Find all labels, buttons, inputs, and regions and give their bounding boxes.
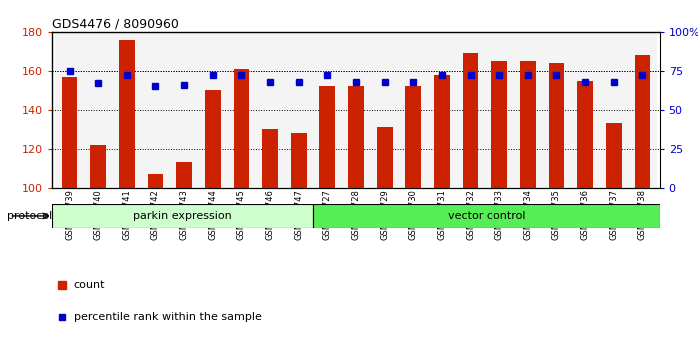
- Bar: [485, 32, 514, 188]
- Bar: [147, 174, 163, 188]
- Bar: [600, 32, 628, 188]
- Bar: [491, 61, 507, 188]
- Text: count: count: [74, 280, 105, 290]
- Bar: [571, 32, 600, 188]
- Text: parkin expression: parkin expression: [133, 211, 232, 221]
- Bar: [198, 32, 227, 188]
- Text: protocol: protocol: [7, 211, 52, 221]
- Bar: [291, 133, 306, 188]
- Bar: [434, 75, 450, 188]
- Bar: [520, 61, 536, 188]
- Bar: [463, 53, 478, 188]
- Bar: [205, 90, 221, 188]
- Bar: [170, 32, 198, 188]
- Bar: [90, 145, 106, 188]
- Bar: [313, 204, 660, 228]
- Bar: [406, 86, 421, 188]
- Text: GDS4476 / 8090960: GDS4476 / 8090960: [52, 18, 179, 31]
- Bar: [549, 63, 565, 188]
- Bar: [377, 127, 392, 188]
- Bar: [542, 32, 571, 188]
- Bar: [141, 32, 170, 188]
- Bar: [399, 32, 428, 188]
- Bar: [606, 123, 622, 188]
- Bar: [55, 32, 84, 188]
- Bar: [371, 32, 399, 188]
- Text: vector control: vector control: [447, 211, 525, 221]
- Bar: [514, 32, 542, 188]
- Bar: [284, 32, 313, 188]
- Bar: [84, 32, 112, 188]
- Bar: [320, 86, 335, 188]
- Bar: [234, 69, 249, 188]
- Bar: [634, 55, 651, 188]
- Bar: [255, 32, 284, 188]
- Bar: [112, 32, 141, 188]
- Bar: [628, 32, 657, 188]
- Bar: [119, 40, 135, 188]
- Bar: [262, 129, 278, 188]
- Bar: [227, 32, 255, 188]
- Bar: [313, 32, 341, 188]
- Bar: [176, 162, 192, 188]
- Bar: [52, 204, 313, 228]
- Text: percentile rank within the sample: percentile rank within the sample: [74, 312, 262, 322]
- Bar: [348, 86, 364, 188]
- Bar: [428, 32, 456, 188]
- Bar: [341, 32, 371, 188]
- Bar: [456, 32, 485, 188]
- Bar: [61, 76, 77, 188]
- Bar: [577, 80, 593, 188]
